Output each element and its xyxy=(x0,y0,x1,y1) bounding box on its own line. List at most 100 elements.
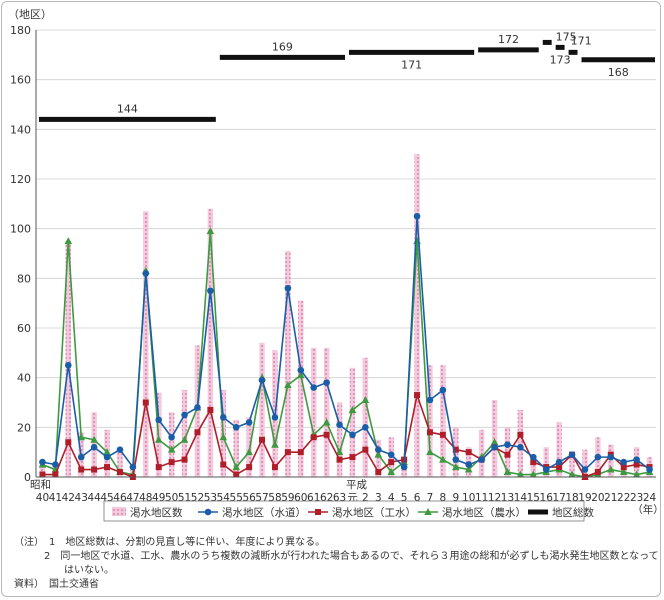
data-point xyxy=(426,448,434,456)
x-tick-label: 5 xyxy=(401,492,408,504)
note-num: 2 xyxy=(44,551,51,562)
bar xyxy=(65,241,72,477)
x-unit-label: （年） xyxy=(632,503,664,516)
data-point xyxy=(452,456,460,463)
data-point xyxy=(297,366,305,374)
data-point xyxy=(452,446,459,453)
data-point xyxy=(632,470,641,478)
data-point xyxy=(207,406,214,413)
data-point xyxy=(168,459,175,466)
data-point xyxy=(633,461,640,468)
note-text: 地区総数は、分割の見直し等に伴い、年度により異なる。 xyxy=(65,537,326,548)
data-point xyxy=(323,431,330,438)
data-point xyxy=(413,212,421,220)
x-tick-label: 40 xyxy=(36,492,49,504)
data-point xyxy=(39,458,46,466)
data-point xyxy=(52,471,59,478)
data-point xyxy=(348,405,357,413)
bar xyxy=(375,439,382,477)
total-step-label: 144 xyxy=(117,102,138,115)
data-point xyxy=(400,463,408,471)
y-tick-label: 20 xyxy=(17,421,31,434)
data-point xyxy=(414,392,421,399)
data-point xyxy=(246,464,253,471)
bar xyxy=(39,462,46,477)
source-text: 国土交通省 xyxy=(49,579,99,590)
data-point xyxy=(167,445,176,453)
x-tick-label: 元 xyxy=(347,492,358,504)
y-unit-label: （地区） xyxy=(8,8,52,21)
source-prefix: 資料） xyxy=(14,579,39,590)
x-tick-label: 44 xyxy=(87,492,101,504)
x-tick-label: 8 xyxy=(440,492,447,504)
data-point xyxy=(142,399,149,406)
note-text: 同一地区で水道、工水、農水のうち複数の減断水が行われた場合もあるので、それら３用… xyxy=(60,551,659,562)
data-point xyxy=(271,440,279,448)
legend-label: 渇水地区数 xyxy=(130,506,183,519)
bar xyxy=(285,251,291,477)
data-point xyxy=(90,435,98,443)
data-point xyxy=(155,416,163,424)
data-point xyxy=(284,381,292,389)
bar xyxy=(530,459,537,477)
notes: （注） 1 地区総数は、分割の見直し等に伴い、年度により異なる。 2 同一地区で… xyxy=(14,536,659,592)
x-tick-label: 4 xyxy=(388,492,395,504)
data-point xyxy=(207,287,214,295)
total-step-label: 172 xyxy=(498,33,519,46)
data-point xyxy=(606,465,615,473)
data-point xyxy=(516,470,525,478)
data-point xyxy=(426,429,433,436)
data-point xyxy=(232,424,240,431)
data-point xyxy=(439,431,446,438)
data-point xyxy=(142,270,150,277)
total-step-label: 171 xyxy=(401,58,422,71)
data-point xyxy=(181,411,188,419)
data-point xyxy=(556,464,563,471)
era-label-showa: 昭和 xyxy=(30,479,51,491)
data-point xyxy=(284,284,292,292)
data-point xyxy=(375,469,382,476)
data-point xyxy=(517,431,524,438)
note-2: 2 同一地区で水道、工水、農水のうち複数の減断水が行われた場合もあるので、それら… xyxy=(14,550,659,564)
total-step-label: 169 xyxy=(272,40,293,53)
legend-label: 渇水地区（水道） xyxy=(222,506,306,519)
data-point xyxy=(646,466,653,473)
bar xyxy=(259,342,265,477)
line-series xyxy=(38,212,654,480)
bar xyxy=(569,457,575,477)
data-point xyxy=(233,471,240,478)
total-step-label: 171 xyxy=(571,34,592,47)
data-point xyxy=(349,431,356,439)
y-tick-label: 40 xyxy=(17,372,31,385)
data-point xyxy=(232,463,241,471)
bar xyxy=(143,211,149,478)
data-point xyxy=(451,463,460,471)
source: 資料） 国土交通省 xyxy=(14,578,654,592)
bar xyxy=(556,422,562,477)
data-point xyxy=(387,451,395,458)
bar xyxy=(608,444,614,477)
bar xyxy=(117,449,123,477)
bar xyxy=(233,419,239,477)
x-tick-label: 43 xyxy=(75,492,88,504)
data-point xyxy=(491,443,498,451)
data-point xyxy=(322,418,331,426)
y-tick-label: 160 xyxy=(10,74,31,87)
data-point xyxy=(258,376,266,384)
legend-label: 渇水地区（工水） xyxy=(332,506,416,519)
note-prefix: （注） xyxy=(14,537,39,548)
data-point xyxy=(594,453,602,461)
data-point xyxy=(336,421,343,429)
data-point xyxy=(424,508,432,515)
data-point xyxy=(555,458,563,466)
data-point xyxy=(116,469,123,476)
data-point xyxy=(464,465,473,473)
y-tick-label: 80 xyxy=(17,272,31,285)
data-point xyxy=(154,435,163,443)
data-point xyxy=(297,449,304,456)
bar xyxy=(543,447,549,477)
data-point xyxy=(361,396,370,404)
data-point xyxy=(315,509,321,515)
data-point xyxy=(104,464,111,471)
data-point xyxy=(633,456,640,463)
